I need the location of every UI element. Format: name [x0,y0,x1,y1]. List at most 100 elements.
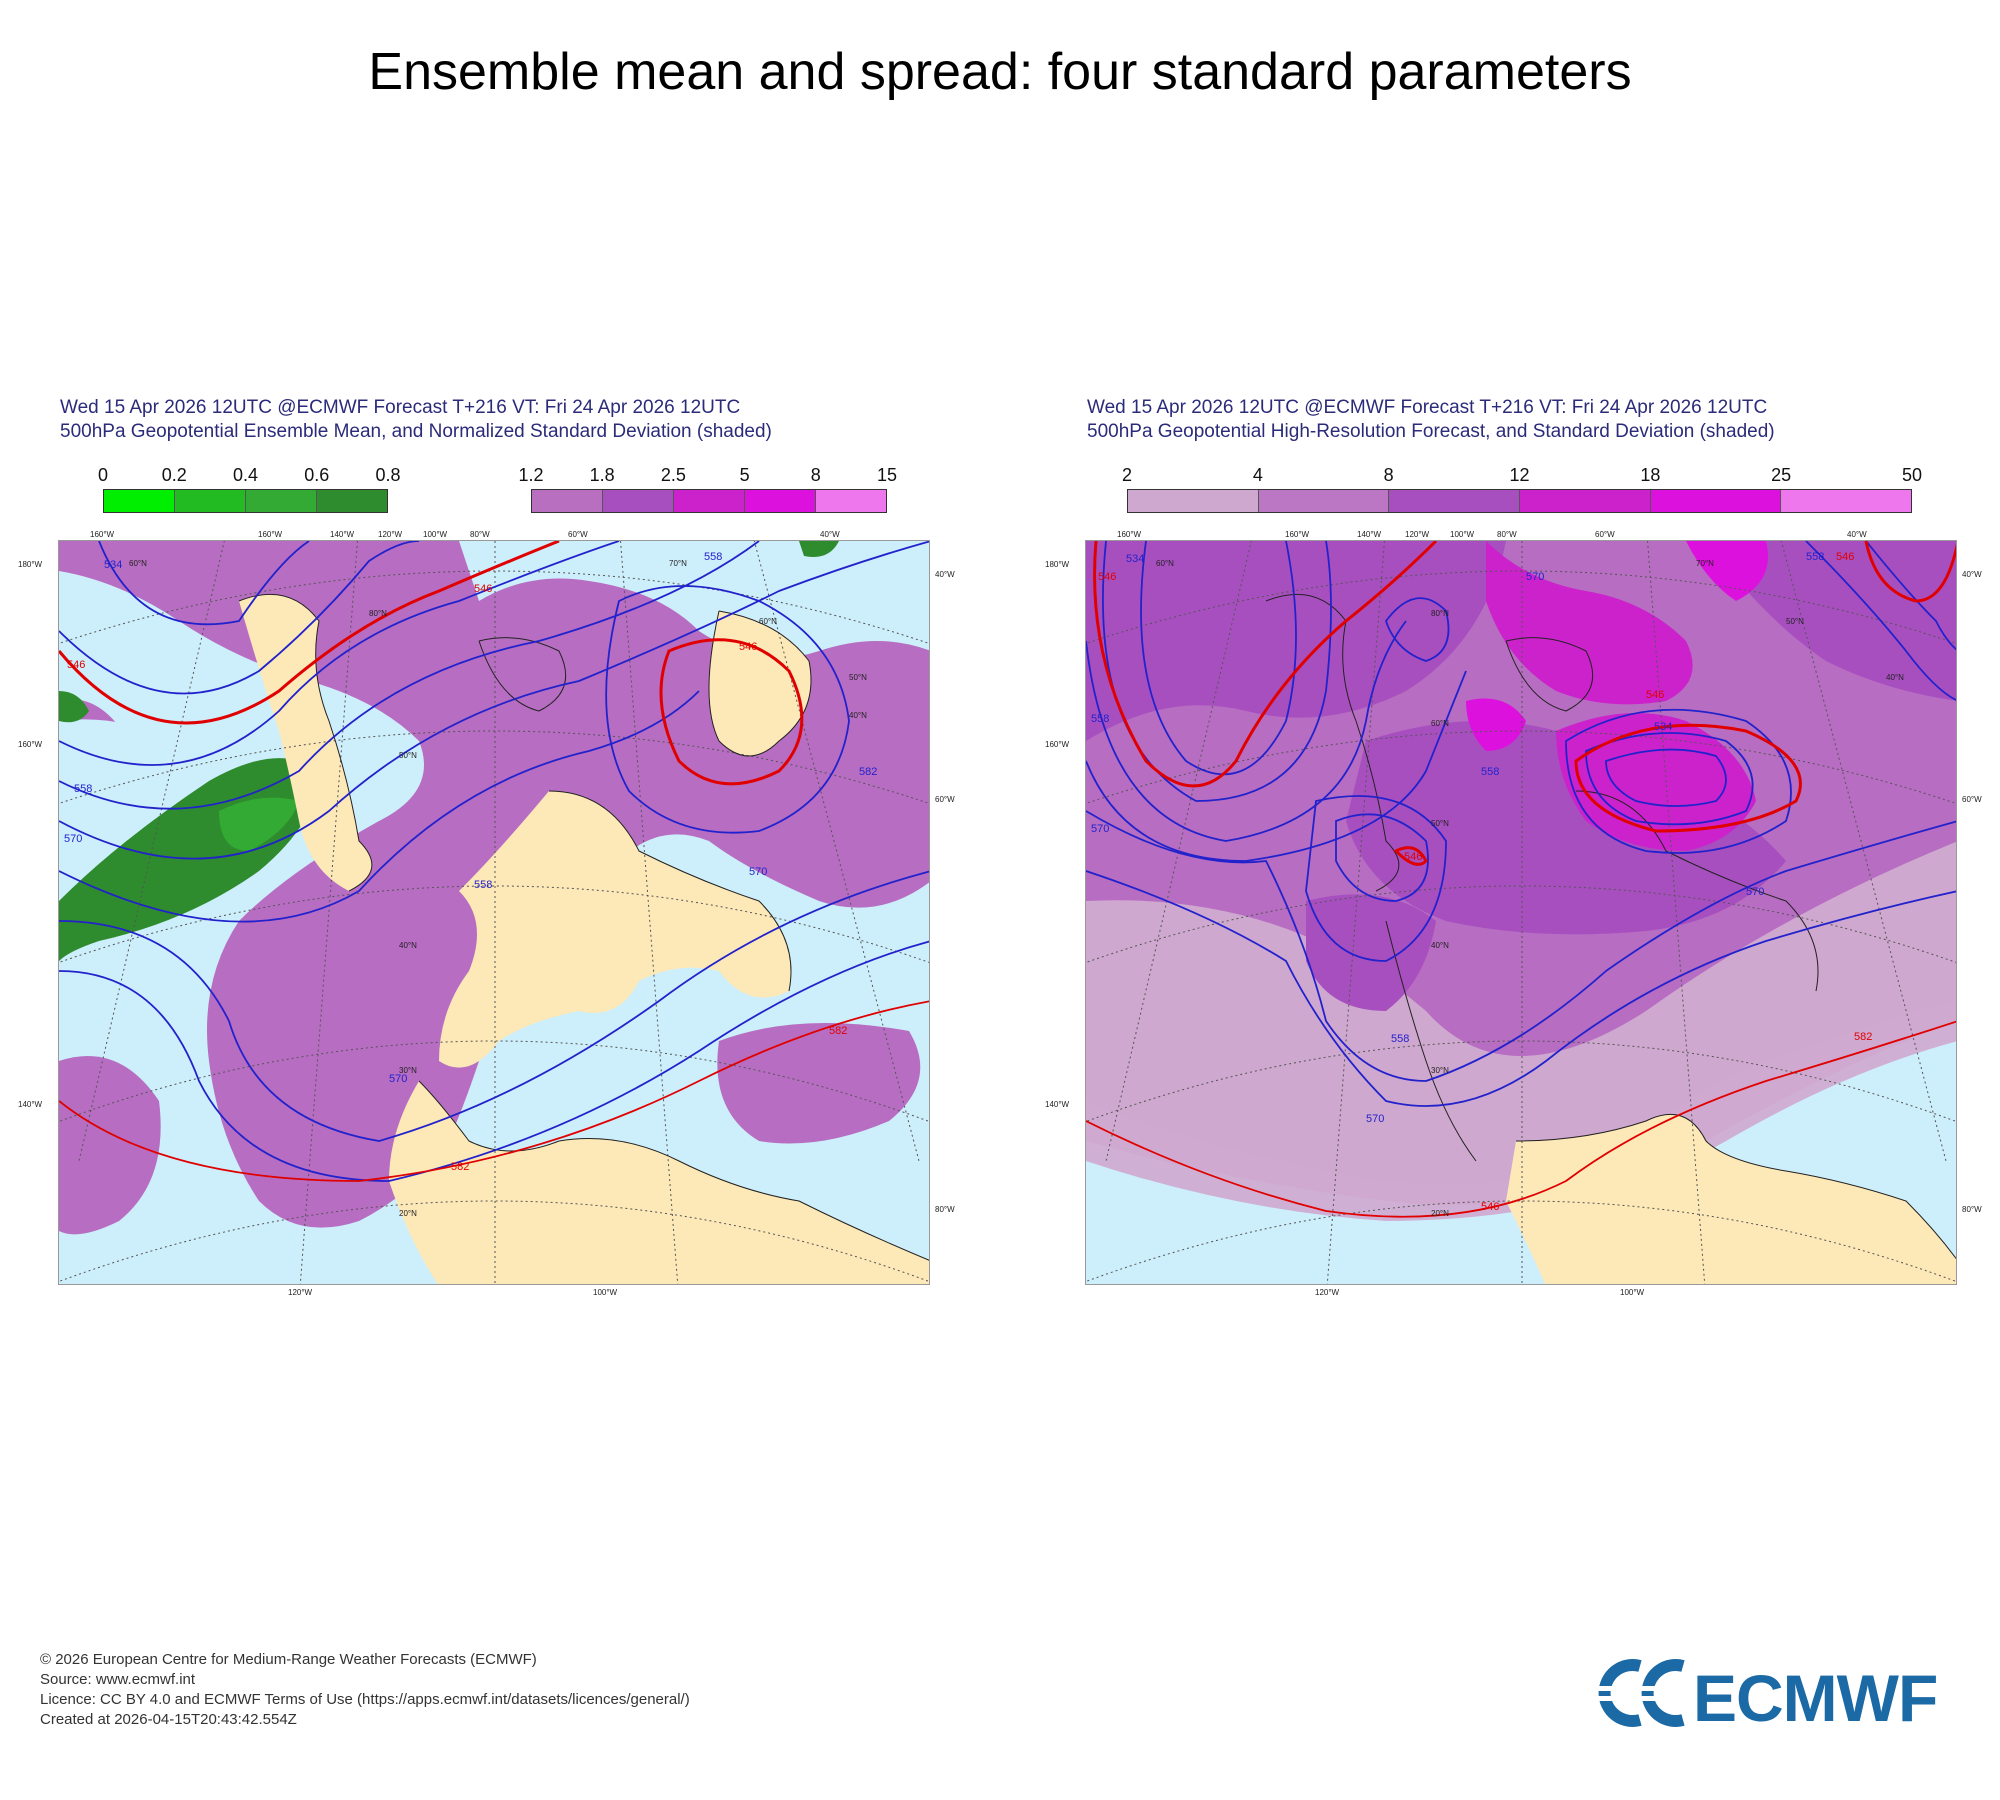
colorbar-segment [1781,490,1912,512]
right-panel-header-run: Wed 15 Apr 2026 12UTC @ECMWF Forecast T+… [1087,397,1768,418]
colorbar-tick: 15 [876,465,898,485]
lon-label: 140°W [1357,530,1382,539]
colorbar-tick: 0.4 [232,465,259,485]
colorbar-tick: 1.2 [518,465,544,485]
lat-label: 20°N [399,1209,417,1218]
lat-label: 80°N [369,609,387,618]
right-forecast-map: 60°N 70°N 80°N 60°N 50°N 40°N 30°N 20°N … [1085,540,1957,1285]
colorbar-tick: 0.6 [304,465,330,485]
left-panel-header-field: 500hPa Geopotential Ensemble Mean, and N… [60,421,772,442]
lat-label: 50°N [399,751,417,760]
lon-label: 140°W [18,1100,43,1109]
colorbar-tick: 4 [1252,465,1263,485]
contour-label: 546 [1646,689,1665,701]
lat-label: 60°N [1156,559,1174,568]
contour-label: 534 [104,559,123,571]
colorbar-tick: 50 [1901,465,1923,485]
left-panel-header-run: Wed 15 Apr 2026 12UTC @ECMWF Forecast T+… [60,397,741,418]
colorbar-segment [1258,490,1390,512]
colorbar-tick: 8 [810,465,821,485]
lon-label: 140°W [1045,1100,1070,1109]
contour-label: 570 [64,833,83,845]
lat-label: 70°N [1696,559,1714,568]
contour-label: 546 [1404,851,1423,863]
colorbar-segment [816,490,886,512]
lon-label: 80°W [935,1205,955,1214]
lon-label: 160°W [1045,740,1070,749]
right-map-panel: Wed 15 Apr 2026 12UTC @ECMWF Forecast T+… [1045,395,1985,1297]
lon-label: 60°W [1962,795,1982,804]
contour-label: 558 [74,783,93,795]
left-map-panel: Wed 15 Apr 2026 12UTC @ECMWF Forecast T+… [18,395,958,1297]
left-colorbar-normalized-low: 0 0.2 0.4 0.6 0.8 [98,465,401,515]
left-map-canvas [59,541,929,1284]
lon-label: 60°W [568,530,588,539]
lat-label: 50°N [1431,819,1449,828]
colorbar-tick: 2.5 [660,465,686,485]
lat-label: 50°N [849,673,867,682]
colorbar-tick: 12 [1509,465,1530,485]
lat-label: 40°N [849,711,867,720]
left-forecast-map: 60°N 50°N 40°N 30°N 20°N 80°N 70°N 60°N … [58,540,930,1285]
lon-label: 160°W [18,740,43,749]
colorbar-strip [1127,489,1912,513]
right-map-canvas [1086,541,1956,1284]
contour-label: 534 [1126,553,1145,565]
lon-label: 60°W [1595,530,1615,539]
contour-label: 570 [1366,1113,1385,1125]
page-title: Ensemble mean and spread: four standard … [368,43,1632,101]
right-colorbar-stddev: 2 4 8 12 18 25 50 [1122,465,1922,515]
lon-label: 160°W [1117,530,1142,539]
colorbar-tick: 1.8 [589,465,615,485]
lat-label: 30°N [1431,1066,1449,1075]
contour-label: 546 [1098,571,1117,583]
colorbar-tick: 25 [1771,465,1792,485]
lon-label: 180°W [1045,560,1070,569]
colorbar-segment [1520,490,1651,512]
left-colorbar-normalized-high: 1.2 1.8 2.5 5 8 15 [518,465,897,515]
colorbar-tick: 2 [1121,465,1133,485]
lon-label: 120°W [288,1288,313,1297]
colorbar-segment [603,490,674,512]
lat-label: 40°N [1886,673,1904,682]
lat-label: 40°N [1431,941,1449,950]
lat-label: 30°N [399,1066,417,1075]
lon-label: 180°W [18,560,43,569]
colorbar-segment [745,490,816,512]
colorbar-segment [674,490,745,512]
copyright-footer: © 2026 European Centre for Medium-Range … [40,1650,690,1730]
contour-label: 570 [389,1073,408,1085]
lat-label: 60°N [129,559,147,568]
colorbar-strip [103,489,388,513]
lon-label: 160°W [1285,530,1310,539]
lat-label: 50°N [1786,617,1804,626]
footer-source: Source: www.ecmwf.int [40,1671,196,1688]
contour-label: 570 [1091,823,1110,835]
colorbar-segment [246,490,317,512]
colorbar-tick: 8 [1383,465,1394,485]
colorbar-tick: 0.8 [375,465,401,485]
contour-label: 558 [474,879,493,891]
colorbar-tick: 5 [739,465,750,485]
lon-label: 40°W [820,530,840,539]
contour-label: 582 [829,1025,848,1037]
contour-label: 582 [1854,1031,1873,1043]
contour-label: 558 [1806,551,1825,563]
contour-label: 534 [1654,721,1673,733]
contour-label: 558 [704,551,723,563]
lon-label: 60°W [935,795,955,804]
contour-label: 582 [859,766,878,778]
lon-label: 160°W [258,530,283,539]
lon-label: 140°W [330,530,355,539]
contour-label: 546 [474,583,493,595]
colorbar-segment [1389,490,1521,512]
lon-label: 100°W [423,530,448,539]
contour-label: 570 [1746,886,1765,898]
lon-label: 80°W [1497,530,1517,539]
lon-label: 40°W [935,570,955,579]
colorbar-tick: 18 [1640,465,1661,485]
lon-label: 120°W [378,530,403,539]
lon-label: 80°W [470,530,490,539]
colorbar-tick: 0 [97,465,109,485]
contour-label: 582 [451,1161,470,1173]
